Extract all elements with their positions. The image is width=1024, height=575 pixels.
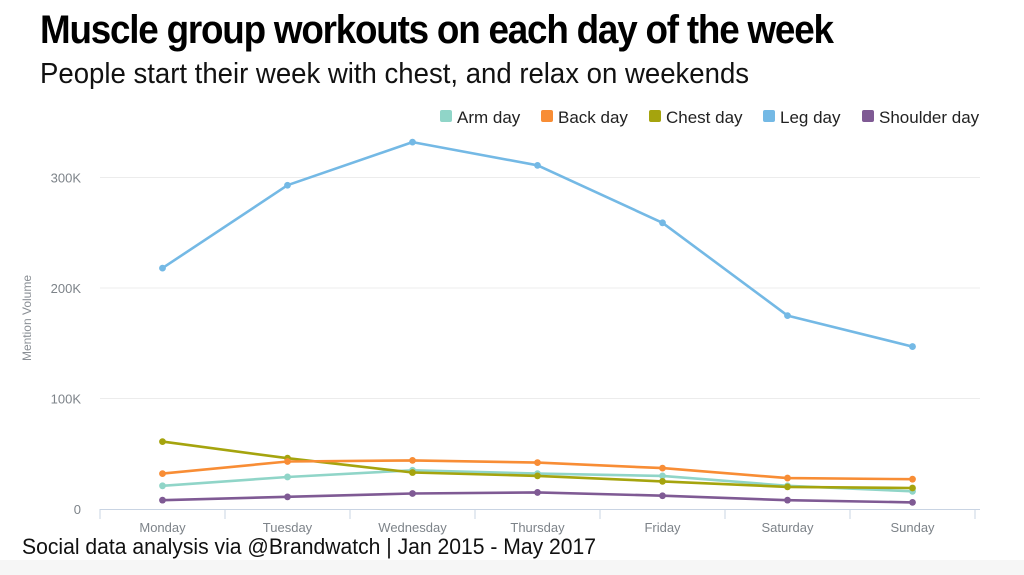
series-lines: [159, 138, 916, 506]
data-point[interactable]: [784, 496, 791, 504]
data-point[interactable]: [659, 492, 666, 500]
legend-label: Chest day: [666, 108, 743, 127]
legend-label: Arm day: [457, 108, 521, 127]
legend-swatch: [440, 110, 452, 122]
data-point[interactable]: [659, 477, 666, 485]
series-line: [161, 140, 913, 348]
chart-title: Muscle group workouts on each day of the…: [40, 8, 834, 52]
data-point[interactable]: [159, 264, 166, 272]
data-point[interactable]: [284, 458, 291, 465]
y-tick-label: 100K: [51, 392, 82, 407]
y-tick-label: 0: [74, 502, 81, 517]
data-point[interactable]: [909, 484, 916, 492]
data-point[interactable]: [909, 475, 916, 483]
data-point[interactable]: [409, 490, 416, 497]
data-point[interactable]: [159, 482, 166, 490]
data-point[interactable]: [284, 473, 291, 481]
x-tick-label: Tuesday: [263, 520, 313, 535]
x-axis: Monday Tuesday Wednesday Thursday Friday Satu…: [99, 509, 980, 535]
data-point[interactable]: [784, 312, 791, 320]
legend: Arm day Back day Chest day Leg day Shoulder …: [440, 108, 980, 127]
x-tick-label: Friday: [644, 520, 681, 535]
data-point[interactable]: [409, 469, 416, 476]
series-shoulder-day: [159, 489, 916, 506]
data-point[interactable]: [534, 459, 541, 466]
data-point[interactable]: [784, 483, 791, 491]
y-tick-label: 300K: [51, 171, 82, 186]
legend-label: Leg day: [780, 108, 841, 127]
data-point[interactable]: [409, 138, 416, 146]
data-point[interactable]: [534, 161, 541, 169]
data-point[interactable]: [409, 456, 416, 464]
series-leg-day: [159, 138, 916, 350]
data-point[interactable]: [534, 472, 541, 480]
legend-swatch: [763, 110, 775, 122]
x-tick-label: Thursday: [510, 520, 565, 535]
y-tick-label: 200K: [51, 281, 82, 296]
data-point[interactable]: [534, 489, 541, 496]
data-point[interactable]: [159, 496, 166, 504]
y-axis: Mention Volume 0 100K 200K 300K: [20, 171, 81, 518]
data-point[interactable]: [659, 464, 666, 472]
data-point[interactable]: [659, 472, 666, 480]
data-point[interactable]: [909, 498, 916, 506]
data-point[interactable]: [659, 219, 666, 227]
data-point[interactable]: [909, 343, 916, 350]
legend-label: Back day: [558, 108, 628, 127]
data-point[interactable]: [159, 438, 166, 445]
x-tick-label: Saturday: [761, 520, 814, 535]
legend-item[interactable]: Shoulder day: [862, 108, 980, 127]
data-point[interactable]: [284, 181, 291, 189]
legend-swatch: [649, 110, 661, 122]
data-point[interactable]: [284, 493, 291, 501]
data-point[interactable]: [159, 470, 166, 478]
y-axis-label: Mention Volume: [20, 275, 34, 361]
legend-item[interactable]: Arm day: [440, 108, 521, 127]
legend-swatch: [541, 110, 553, 122]
x-tick-label: Monday: [139, 520, 186, 535]
legend-item[interactable]: Chest day: [649, 108, 743, 127]
legend-item[interactable]: Back day: [541, 108, 628, 127]
gridlines: [100, 177, 980, 399]
source-caption: Social data analysis via @Brandwatch | J…: [22, 534, 597, 559]
legend-item[interactable]: Leg day: [763, 108, 841, 127]
series-back-day: [159, 456, 916, 483]
x-tick-label: Wednesday: [378, 520, 447, 535]
x-tick-label: Sunday: [890, 520, 935, 535]
chart-subtitle: People start their week with chest, and …: [40, 58, 750, 90]
footer-band: [0, 560, 1024, 575]
data-point[interactable]: [784, 474, 791, 482]
legend-label: Shoulder day: [879, 108, 980, 127]
legend-swatch: [862, 110, 874, 122]
